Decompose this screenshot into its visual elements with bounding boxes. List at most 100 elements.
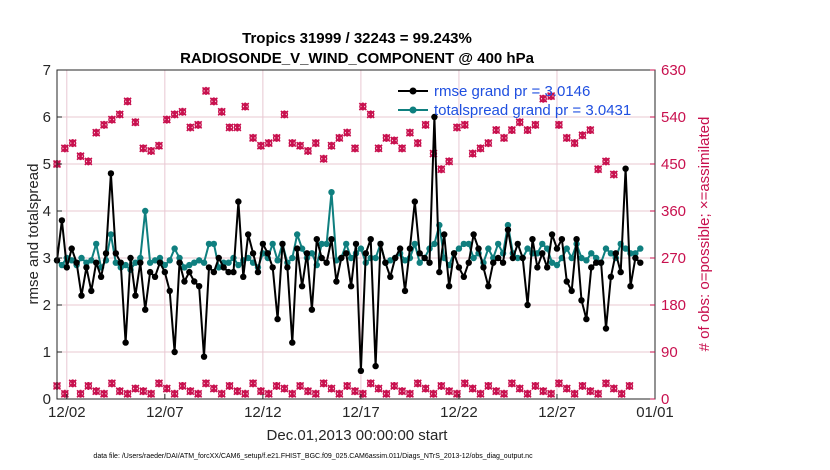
- spread-point: [465, 240, 472, 248]
- rmse-point: [514, 240, 521, 248]
- obs-count-high-assimilated: [319, 154, 328, 163]
- spread-point: [578, 254, 585, 262]
- obs-count-low-assimilated: [390, 381, 399, 391]
- spread-point: [632, 250, 639, 257]
- spread-point: [470, 254, 477, 262]
- spread-point: [318, 240, 325, 248]
- spread-point: [274, 257, 281, 264]
- obs-count-low-assimilated: [382, 389, 391, 398]
- obs-count-high-assimilated: [405, 128, 414, 137]
- rmse-point: [396, 245, 404, 252]
- rmse-point: [490, 259, 497, 266]
- spread-point: [563, 245, 570, 252]
- rmse-point: [195, 283, 203, 290]
- rmse-point: [83, 264, 90, 271]
- y-left-tick-label: 2: [43, 297, 51, 314]
- rmse-point: [176, 259, 183, 266]
- rmse-point: [97, 273, 105, 280]
- rmse-point: [431, 113, 438, 121]
- rmse-point: [102, 250, 110, 257]
- rmse-point: [73, 259, 80, 266]
- rmse-point: [264, 250, 271, 257]
- spread-point: [485, 245, 492, 252]
- obs-count-low-assimilated: [319, 379, 328, 388]
- rmse-point: [406, 245, 414, 252]
- rmse-point: [205, 264, 213, 271]
- rmse-point: [220, 264, 227, 271]
- obs-count-high-assimilated: [390, 136, 399, 145]
- plot-frame: [56, 69, 656, 400]
- y-left-tick-label: 7: [43, 62, 51, 79]
- rmse-point: [387, 273, 394, 280]
- obs-count-high-assimilated: [358, 102, 367, 111]
- rmse-point: [637, 259, 644, 266]
- obs-count-high-assimilated: [601, 157, 611, 166]
- obs-count-low-assimilated: [264, 389, 273, 398]
- rmse-point: [78, 292, 85, 299]
- obs-count-low-assimilated: [476, 389, 485, 398]
- obs-count-high-assimilated: [327, 141, 336, 150]
- rmse-point: [279, 240, 286, 248]
- rmse-point: [362, 250, 370, 257]
- obs-count-high-assimilated: [539, 94, 548, 103]
- x-tick-label: 12/02: [48, 404, 86, 421]
- rmse-point: [274, 315, 281, 323]
- rmse-point: [578, 297, 585, 304]
- spread-point: [78, 254, 85, 262]
- y-left-tick-label: 1: [43, 344, 51, 361]
- obs-count-low-assimilated: [162, 384, 171, 393]
- obs-count-low-assimilated: [554, 379, 563, 388]
- spread-point: [416, 259, 423, 266]
- rmse-point: [475, 245, 482, 252]
- spread-point: [210, 240, 218, 248]
- obs-count-high-assimilated: [468, 149, 477, 158]
- rmse-point: [524, 301, 531, 309]
- chart-title-line1: Tropics 31999 / 32243 = 99.243%: [242, 30, 472, 47]
- spread-point: [455, 245, 463, 252]
- obs-count-high-assimilated: [484, 139, 493, 148]
- spread-point: [357, 245, 365, 252]
- obs-count-high-assimilated: [492, 125, 501, 135]
- spread-point: [592, 254, 600, 262]
- rmse-point: [583, 315, 590, 323]
- rmse-point: [529, 236, 536, 243]
- spread-point: [372, 254, 379, 262]
- rmse-point: [494, 254, 502, 262]
- spread-point: [195, 257, 203, 264]
- spread-point: [490, 254, 497, 262]
- spread-point: [289, 254, 296, 262]
- obs-count-high-assimilated: [452, 123, 462, 132]
- rmse-point: [181, 278, 188, 285]
- obs-count-low-assimilated: [131, 384, 140, 393]
- rmse-point: [553, 245, 561, 252]
- spread-point: [514, 254, 521, 262]
- spread-point: [88, 257, 95, 264]
- rmse-point: [338, 254, 345, 262]
- obs-count-low-assimilated: [311, 389, 320, 398]
- rmse-point: [186, 268, 193, 276]
- rmse-point: [68, 245, 75, 252]
- obs-count-low-assimilated: [515, 384, 524, 393]
- spread-point: [588, 250, 595, 257]
- legend-rmse-label: rmse grand pr = 3.0146: [434, 83, 590, 100]
- spread-point: [122, 261, 129, 269]
- rmse-point: [563, 278, 570, 285]
- obs-count-high-assimilated: [350, 144, 360, 153]
- spread-point: [583, 257, 590, 264]
- rmse-point: [244, 231, 252, 238]
- obs-count-high-assimilated: [586, 125, 595, 135]
- rmse-point: [303, 250, 311, 257]
- rmse-point: [122, 339, 129, 346]
- rmse-point: [117, 259, 124, 266]
- rmse-point: [235, 198, 242, 205]
- obs-count-high-assimilated: [382, 133, 391, 142]
- obs-count-high-assimilated: [162, 115, 171, 124]
- obs-count-high-assimilated: [209, 97, 218, 106]
- rmse-point: [151, 273, 159, 280]
- obs-count-low-assimilated: [92, 387, 101, 396]
- obs-count-low-assimilated: [288, 389, 297, 398]
- obs-count-high-assimilated: [554, 120, 563, 129]
- rmse-point: [509, 254, 517, 262]
- rmse-point: [112, 250, 120, 257]
- obs-count-high-assimilated: [531, 120, 540, 129]
